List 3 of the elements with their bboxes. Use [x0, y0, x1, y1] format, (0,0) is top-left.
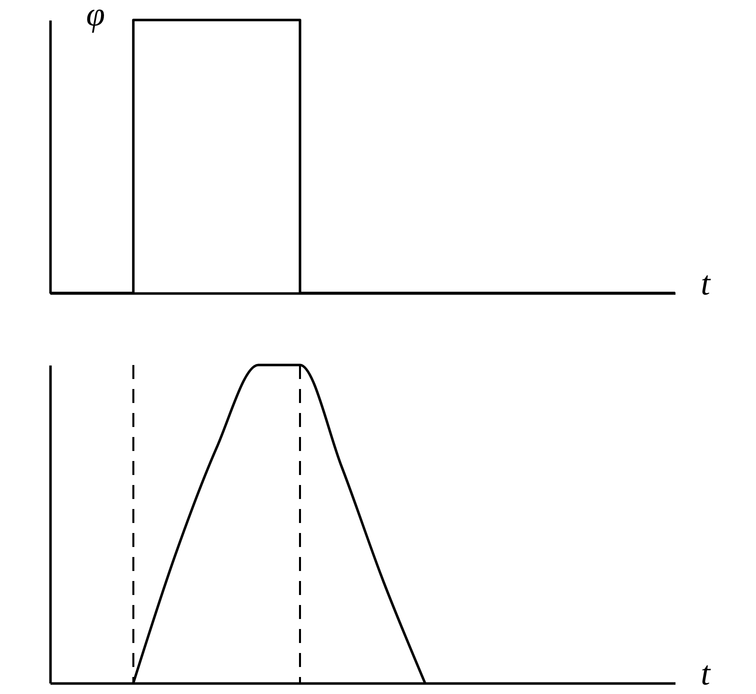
x-axis-title: t — [700, 656, 712, 692]
x-axis-title: t — [700, 266, 712, 302]
y-axis-title: φ — [86, 0, 105, 34]
